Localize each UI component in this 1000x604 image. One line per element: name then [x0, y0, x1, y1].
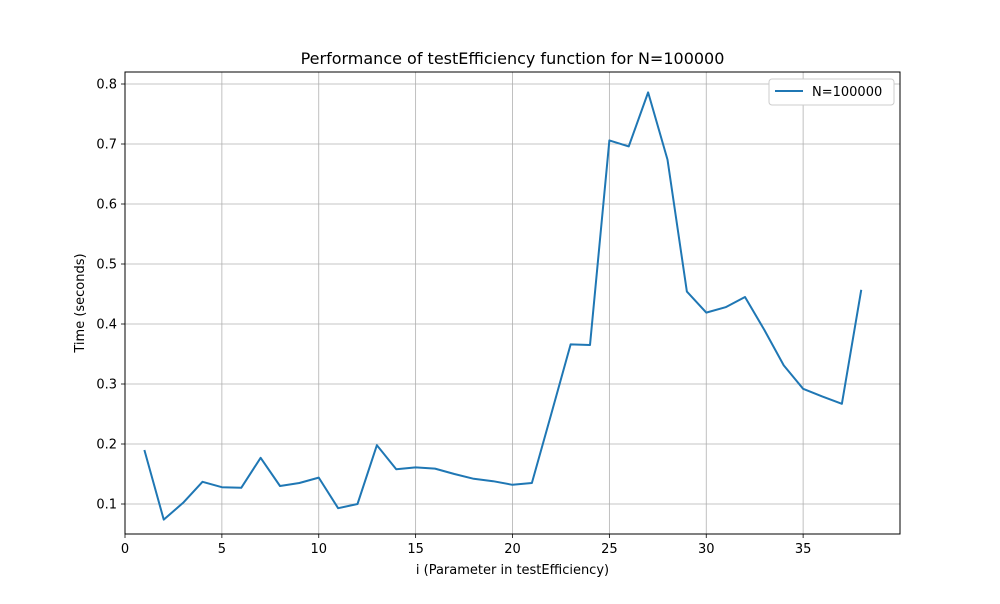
chart-title: Performance of testEfficiency function f…: [301, 49, 725, 68]
y-tick-label: 0.3: [96, 378, 117, 393]
x-tick-label: 25: [601, 542, 618, 557]
y-tick-label: 0.6: [96, 198, 117, 213]
series-line: [143, 91, 863, 521]
x-tick-label: 15: [407, 542, 424, 557]
y-tick-label: 0.4: [96, 318, 117, 333]
x-tick-label: 30: [698, 542, 715, 557]
y-tick-label: 0.7: [96, 138, 117, 153]
series-layer: [143, 91, 863, 521]
x-tick-label: 10: [310, 542, 327, 557]
legend-label: N=100000: [812, 85, 882, 100]
y-tick-label: 0.5: [96, 258, 117, 273]
legend-box: [768, 78, 895, 106]
grid: [124, 72, 900, 534]
legend: N=100000: [768, 78, 895, 106]
y-tick-label: 0.1: [96, 498, 117, 513]
x-tick-label: 0: [121, 542, 129, 557]
x-tick-label: 5: [218, 542, 226, 557]
y-tick-label: 0.2: [96, 438, 117, 453]
ticks: 0 5 10 15 20 25 30 35 0.1 0.2 0.3 0.4 0.5 0.6 0.7 0.8: [96, 78, 811, 558]
x-axis-label: i (Parameter in testEfficiency): [416, 563, 609, 578]
y-axis-label: Time (seconds): [73, 253, 88, 353]
y-tick-label: 0.8: [96, 78, 117, 93]
x-tick-label: 35: [795, 542, 812, 557]
x-tick-label: 20: [504, 542, 521, 557]
